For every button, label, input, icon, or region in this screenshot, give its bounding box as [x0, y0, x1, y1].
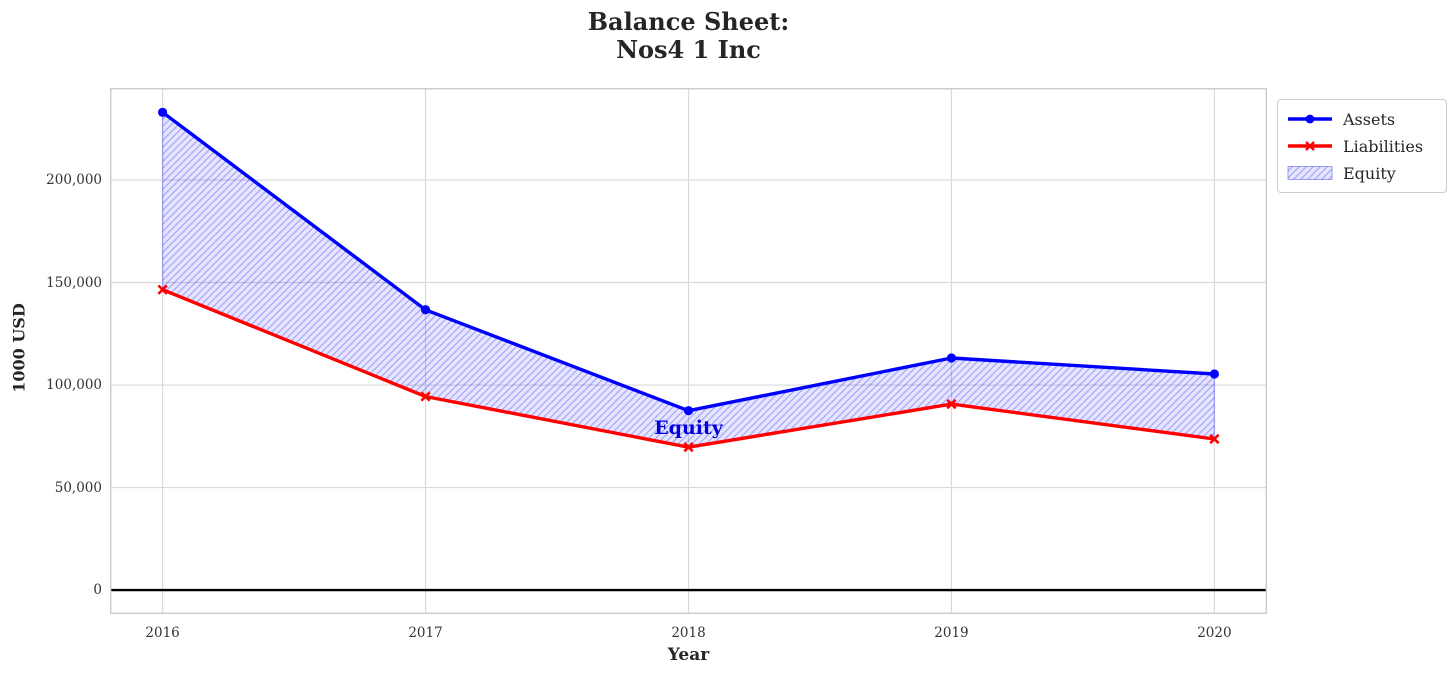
y-tick-label: 0: [93, 582, 102, 599]
marker-circle-assets: [683, 406, 694, 416]
legend-swatch-equity-patch-icon: [1287, 166, 1333, 180]
marker-circle-assets: [157, 107, 168, 117]
marker-x-liabilities: [420, 391, 431, 402]
marker-x-liabilities: [157, 284, 168, 295]
x-tick-label: 2018: [671, 625, 706, 641]
legend-label-equity: Equity: [1343, 163, 1396, 183]
legend-item-equity: Equity: [1287, 161, 1437, 185]
chart-title-line1: Balance Sheet:: [587, 7, 790, 36]
legend-item-assets: Assets: [1287, 107, 1437, 131]
legend-swatch-liabilities-line-icon: [1288, 141, 1332, 151]
x-tick-label: 2019: [934, 625, 969, 641]
legend-swatch-assets-line-icon: [1288, 114, 1332, 124]
equity-annotation: Equity: [654, 417, 723, 440]
equity-fill-hatch: [162, 112, 1215, 448]
plot-area: [110, 88, 1267, 614]
x-tick-label: 2017: [408, 625, 443, 641]
legend-item-liabilities: Liabilities: [1287, 134, 1437, 158]
y-tick-label: 150,000: [46, 274, 102, 291]
marker-x-liabilities: [683, 442, 694, 453]
marker-circle-assets: [420, 305, 431, 315]
legend-label-assets: Assets: [1343, 109, 1396, 129]
marker-x-liabilities: [946, 398, 957, 410]
plot-frame: [110, 88, 1267, 614]
legend: Assets Liabilities Equity: [1277, 99, 1447, 193]
x-tick-label: 2020: [1197, 625, 1232, 641]
chart-title: Balance Sheet: Nos4 1 Inc: [110, 8, 1267, 64]
y-tick-label: 50,000: [54, 479, 102, 496]
y-tick-label: 100,000: [46, 377, 102, 394]
y-tick-label: 200,000: [46, 171, 102, 188]
marker-circle-assets: [946, 353, 957, 363]
x-axis-label: Year: [667, 645, 710, 665]
marker-circle-assets: [1209, 369, 1220, 379]
chart-title-line2: Nos4 1 Inc: [616, 35, 761, 64]
marker-x-liabilities: [1209, 433, 1220, 445]
legend-label-liabilities: Liabilities: [1343, 136, 1424, 156]
x-tick-label: 2016: [145, 625, 180, 641]
